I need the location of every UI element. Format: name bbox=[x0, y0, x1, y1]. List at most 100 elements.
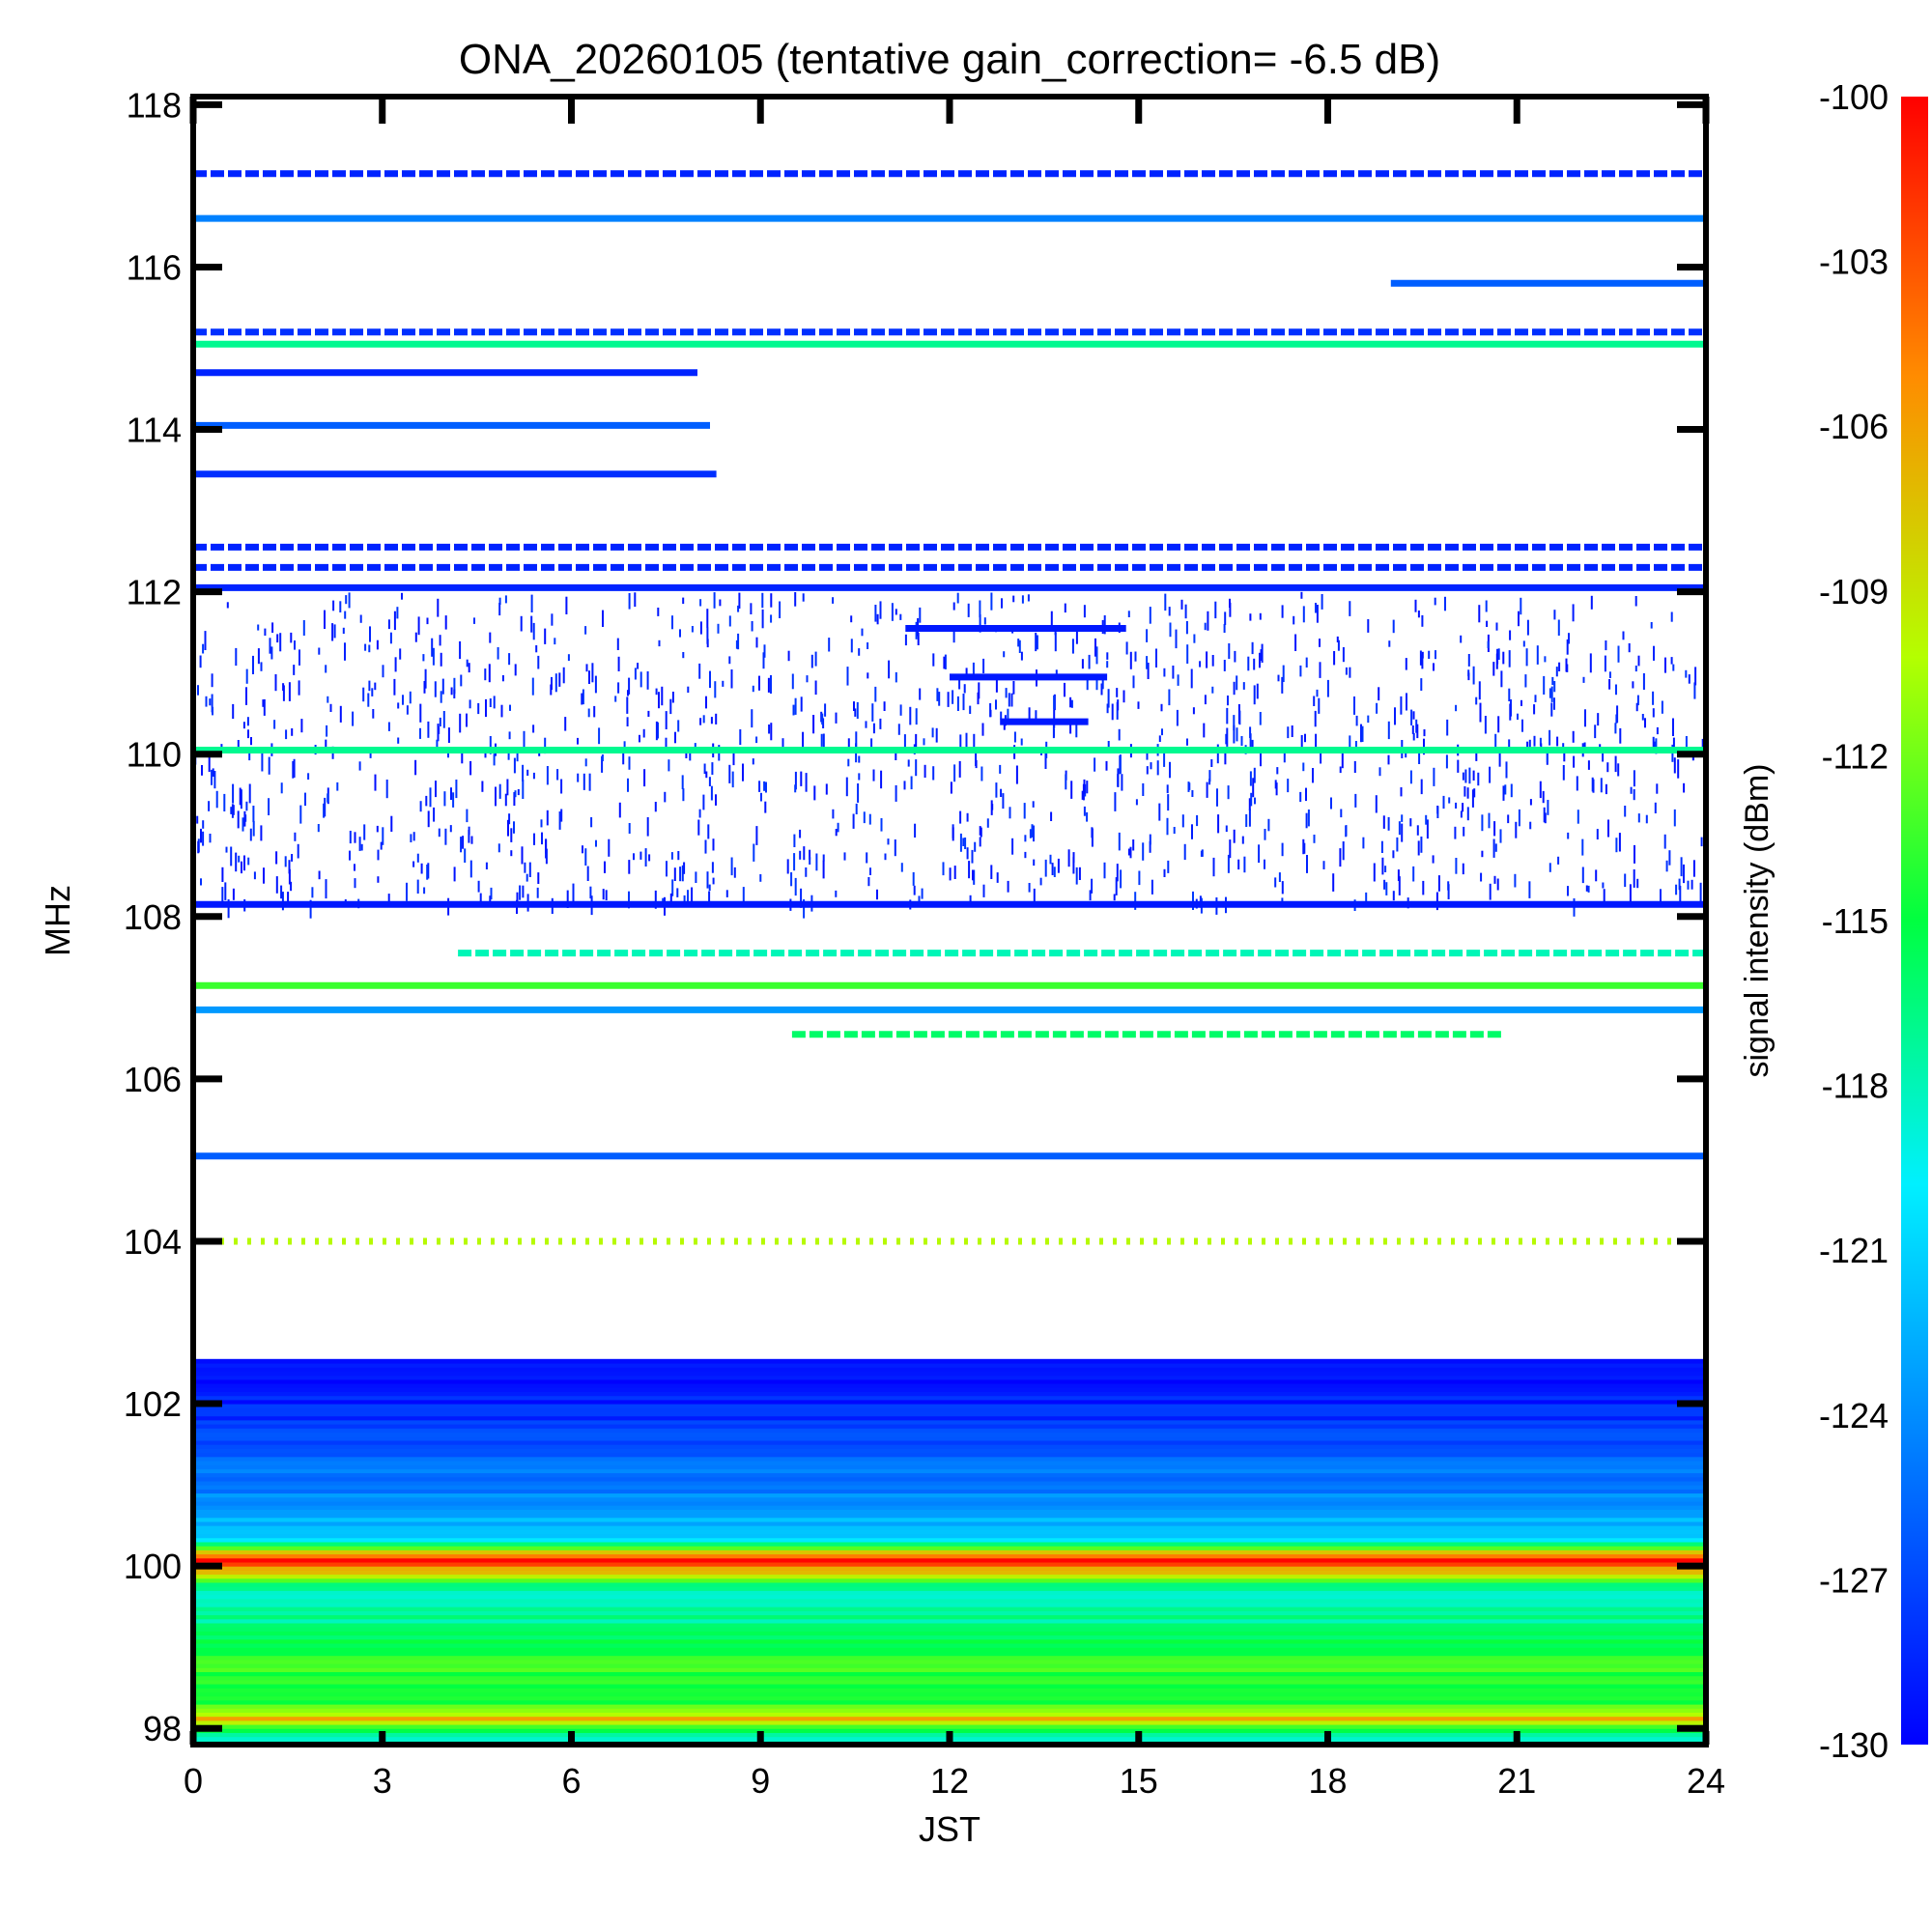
noise-speck bbox=[995, 699, 997, 710]
noise-speck bbox=[657, 608, 660, 616]
noise-speck bbox=[544, 737, 547, 754]
noise-speck bbox=[1520, 699, 1522, 706]
noise-speck bbox=[1224, 611, 1227, 625]
noise-speck bbox=[1615, 714, 1618, 724]
noise-speck bbox=[1416, 724, 1419, 739]
noise-speck bbox=[1653, 645, 1655, 661]
low-band-strip bbox=[193, 1407, 1706, 1412]
noise-speck bbox=[293, 758, 296, 778]
noise-speck bbox=[500, 704, 503, 718]
noise-speck bbox=[753, 843, 755, 862]
noise-speck bbox=[582, 773, 585, 790]
low-band-strip bbox=[193, 1549, 1706, 1555]
noise-speck bbox=[1188, 782, 1191, 790]
noise-speck bbox=[447, 727, 450, 743]
noise-speck bbox=[822, 733, 825, 748]
noise-speck bbox=[642, 728, 645, 738]
noise-speck bbox=[728, 764, 731, 783]
noise-speck bbox=[677, 851, 680, 861]
noise-speck bbox=[1053, 867, 1056, 877]
noise-speck bbox=[698, 809, 701, 818]
noise-speck bbox=[1023, 803, 1026, 819]
noise-speck bbox=[1409, 770, 1412, 784]
noise-speck bbox=[453, 689, 456, 698]
noise-speck bbox=[1460, 635, 1463, 643]
noise-speck bbox=[698, 663, 701, 679]
low-band-strip bbox=[193, 1448, 1706, 1454]
noise-speck bbox=[298, 649, 300, 666]
noise-speck bbox=[702, 715, 705, 724]
noise-speck bbox=[835, 890, 838, 897]
noise-speck bbox=[913, 885, 916, 895]
noise-speck bbox=[962, 694, 965, 711]
noise-speck bbox=[1186, 738, 1188, 746]
low-band-strip bbox=[193, 1383, 1706, 1388]
noise-speck bbox=[1401, 814, 1404, 822]
noise-speck bbox=[562, 667, 565, 684]
noise-speck bbox=[770, 723, 773, 741]
noise-speck bbox=[1518, 611, 1520, 627]
noise-speck bbox=[1259, 612, 1262, 620]
noise-speck bbox=[326, 724, 328, 737]
noise-speck bbox=[935, 727, 938, 743]
noise-speck bbox=[1086, 781, 1089, 794]
noise-speck bbox=[1533, 704, 1536, 715]
noise-speck bbox=[895, 671, 897, 683]
noise-speck bbox=[697, 819, 700, 836]
noise-speck bbox=[979, 837, 981, 847]
noise-speck bbox=[275, 851, 278, 865]
noise-speck bbox=[232, 783, 235, 804]
noise-speck bbox=[389, 632, 392, 644]
noise-speck bbox=[237, 740, 240, 751]
noise-speck bbox=[1337, 639, 1340, 651]
noise-speck bbox=[1248, 809, 1251, 827]
low-band-strip bbox=[193, 1655, 1706, 1661]
noise-speck bbox=[1261, 643, 1264, 663]
noise-speck bbox=[1240, 736, 1243, 746]
noise-speck bbox=[1375, 795, 1378, 813]
noise-speck bbox=[1605, 783, 1607, 795]
noise-speck bbox=[1127, 611, 1130, 617]
noise-speck bbox=[799, 850, 802, 860]
noise-speck bbox=[973, 733, 976, 751]
noise-speck bbox=[1282, 665, 1285, 682]
noise-speck bbox=[815, 853, 818, 871]
noise-speck bbox=[1094, 638, 1096, 657]
colorbar-tick-label: -103 bbox=[1819, 242, 1889, 282]
y-tick-label: 106 bbox=[124, 1060, 182, 1099]
noise-speck bbox=[1494, 733, 1497, 750]
noise-speck bbox=[508, 653, 511, 666]
noise-speck bbox=[205, 696, 208, 707]
noise-speck bbox=[921, 888, 923, 899]
noise-speck bbox=[1401, 823, 1404, 842]
noise-speck bbox=[406, 705, 409, 715]
noise-speck bbox=[755, 826, 758, 845]
noise-speck bbox=[368, 680, 371, 692]
noise-speck bbox=[450, 687, 453, 696]
noise-speck bbox=[870, 738, 873, 752]
noise-speck bbox=[1412, 733, 1415, 741]
noise-speck bbox=[1505, 761, 1508, 779]
noise-speck bbox=[1608, 671, 1611, 678]
noise-speck bbox=[918, 895, 921, 903]
noise-speck bbox=[264, 628, 267, 636]
noise-speck bbox=[369, 749, 372, 758]
noise-speck bbox=[1241, 836, 1244, 844]
noise-speck bbox=[284, 856, 287, 867]
noise-speck bbox=[708, 891, 711, 908]
noise-speck bbox=[393, 678, 396, 696]
noise-speck bbox=[1312, 768, 1314, 783]
noise-speck bbox=[1169, 622, 1172, 638]
noise-speck bbox=[1228, 643, 1231, 660]
noise-speck bbox=[533, 833, 535, 845]
noise-speck bbox=[1052, 724, 1055, 739]
noise-speck bbox=[331, 623, 334, 641]
noise-speck bbox=[1489, 766, 1492, 783]
noise-speck bbox=[1425, 814, 1428, 825]
noise-speck bbox=[1478, 681, 1481, 700]
noise-speck bbox=[1055, 669, 1058, 677]
noise-speck bbox=[1044, 750, 1047, 769]
low-band-strip bbox=[193, 1622, 1706, 1628]
low-band-strip bbox=[193, 1500, 1706, 1506]
noise-speck bbox=[1095, 676, 1098, 691]
